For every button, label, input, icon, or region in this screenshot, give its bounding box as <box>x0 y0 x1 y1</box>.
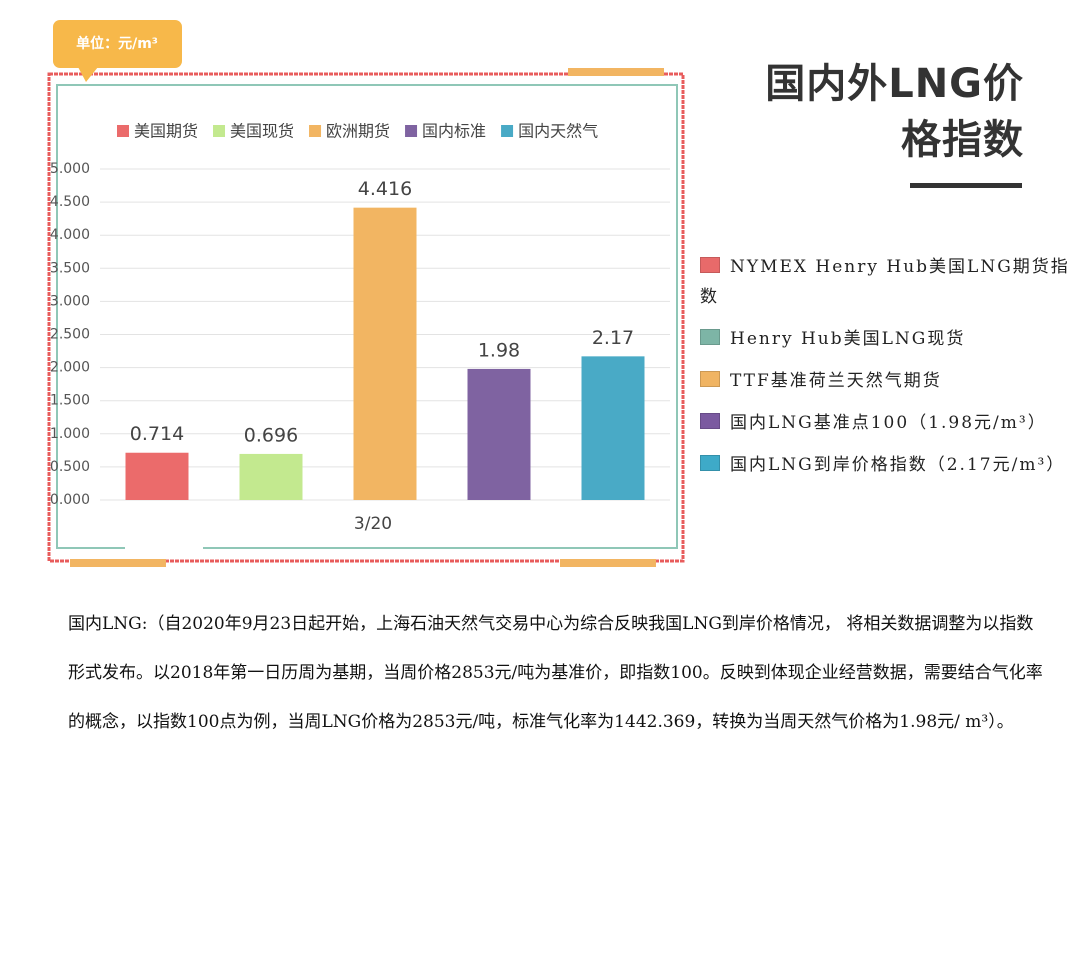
bar <box>581 356 645 500</box>
legend-label: 美国期货 <box>134 122 198 141</box>
x-tick-label: 3/20 <box>354 514 392 534</box>
y-tick-label: 2.500 <box>50 327 90 343</box>
legend-note: Henry Hub美国LNG现货 <box>700 324 1075 354</box>
legend-swatch <box>213 125 226 137</box>
legend-note: 国内LNG基准点100（1.98元/m³） <box>700 408 1075 438</box>
value-label: 4.416 <box>358 178 412 200</box>
title-underline <box>910 183 1022 188</box>
legend-notes: NYMEX Henry Hub美国LNG期货指数 Henry Hub美国LNG现货… <box>700 252 1075 492</box>
note-label: 国内LNG基准点100（1.98元/m³） <box>730 413 1047 433</box>
note-label: Henry Hub美国LNG现货 <box>730 329 966 349</box>
note-swatch <box>700 257 720 273</box>
bar <box>353 207 417 500</box>
y-tick-label: 0.500 <box>50 459 90 475</box>
legend-label: 国内天然气 <box>518 122 598 141</box>
value-label: 2.17 <box>592 327 634 349</box>
title: 国内外LNG价格指数 <box>765 61 1024 163</box>
y-tick-label: 2.000 <box>50 360 90 376</box>
legend-note: NYMEX Henry Hub美国LNG期货指数 <box>700 252 1075 312</box>
frame-tab <box>568 68 664 76</box>
legend-label: 国内标准 <box>422 122 486 141</box>
y-tick-label: 3.500 <box>50 260 90 276</box>
note-swatch <box>700 413 720 429</box>
unit-label: 单位：元/m³ <box>76 35 158 52</box>
legend-swatch <box>501 125 514 137</box>
unit-badge <box>53 20 182 68</box>
y-tick-label: 4.500 <box>50 194 90 210</box>
value-label: 1.98 <box>478 339 520 361</box>
y-tick-label: 1.500 <box>50 393 90 409</box>
legend-note: TTF基准荷兰天然气期货 <box>700 366 1075 396</box>
legend-label: 欧洲期货 <box>326 122 390 141</box>
inner-frame <box>56 84 678 549</box>
note-label: 国内LNG到岸价格指数（2.17元/m³） <box>730 455 1066 475</box>
chart-frame <box>47 72 685 563</box>
y-tick-label: 5.000 <box>50 161 90 177</box>
legend-swatch <box>405 125 418 137</box>
y-tick-label: 1.000 <box>50 426 90 442</box>
frame-gap <box>125 540 203 552</box>
note-label: NYMEX Henry Hub美国LNG期货指数 <box>700 257 1070 307</box>
value-label: 0.714 <box>130 423 184 445</box>
value-label: 0.696 <box>244 424 298 446</box>
bar <box>239 453 303 500</box>
bar <box>467 368 531 500</box>
note-label: TTF基准荷兰天然气期货 <box>730 371 942 391</box>
legend-swatch <box>117 125 129 137</box>
badge-pointer <box>78 67 98 82</box>
frame-tab <box>70 559 166 567</box>
y-tick-label: 3.000 <box>50 293 90 309</box>
legend-label: 美国现货 <box>230 122 294 141</box>
legend-note: 国内LNG到岸价格指数（2.17元/m³） <box>700 450 1075 480</box>
y-tick-label: 4.000 <box>50 227 90 243</box>
y-tick-label: 0.000 <box>50 492 90 508</box>
chart: 单位：元/m³ 0.000 0.500 1.000 1.500 2.000 2.500 3.… <box>47 20 685 567</box>
bar <box>125 452 189 500</box>
note-swatch <box>700 455 720 471</box>
frame-tab <box>560 559 656 567</box>
legend-swatch <box>309 125 322 137</box>
note: 国内LNG:（自2020年9月23日起开始，上海石油天然气交易中心为综合反映我国… <box>68 614 1043 732</box>
note-swatch <box>700 329 720 345</box>
note-swatch <box>700 371 720 387</box>
